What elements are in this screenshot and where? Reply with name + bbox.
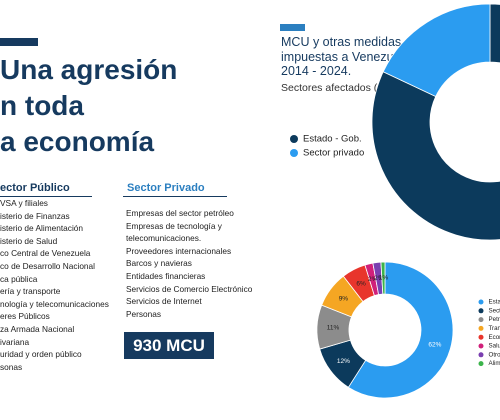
- chart-title: MCU y otras medidas impuestas a Venezuel…: [281, 35, 411, 78]
- private-title: Sector Privado: [123, 182, 227, 197]
- legend-label: Trans: [489, 325, 500, 332]
- list-item: nología y telecomunicaciones: [0, 298, 109, 309]
- list-item: Personas: [126, 308, 162, 319]
- value-label: 2%: [368, 276, 378, 283]
- legend-marker: [290, 149, 298, 157]
- legend-label: Alime: [489, 360, 500, 367]
- public-title: ector Público: [0, 182, 92, 197]
- total-badge: 930 MCU: [124, 332, 214, 359]
- accent-bar: [0, 38, 38, 46]
- chart-subtitle: Sectores afectados (%): [281, 82, 391, 94]
- headline: Una agresión n toda a economía: [0, 52, 177, 160]
- headline-line: a economía: [0, 126, 155, 157]
- headline-line: n toda: [0, 90, 84, 121]
- value-label: 62%: [428, 341, 441, 348]
- list-item: Empresas del sector petróleo: [126, 208, 234, 218]
- accent-bar: [280, 24, 305, 31]
- value-label: 6%: [356, 281, 366, 288]
- legend-marker: [478, 343, 484, 349]
- list-item: ivariana: [0, 336, 30, 347]
- list-item: VSA y filiales: [0, 198, 48, 208]
- list-item: uridad y orden público: [0, 349, 82, 360]
- legend-marker: [478, 361, 484, 367]
- list-item: Proveedores internacionales: [126, 245, 232, 256]
- donut-slice: [371, 3, 500, 241]
- public-list: VSA y filiales isterio de Finanzas isterio…: [0, 197, 109, 373]
- list-item: eres Públicos: [0, 311, 50, 322]
- legend-marker: [478, 352, 484, 358]
- legend-label: Estado - Gob.: [303, 134, 362, 145]
- list-item: Empresas de tecnología y telecomunicacio…: [126, 220, 222, 244]
- list-item: sonas: [0, 361, 23, 372]
- list-item: za Armada Nacional: [0, 323, 75, 334]
- list-item: isterio de Salud: [0, 235, 58, 246]
- list-item: ca pública: [0, 273, 38, 284]
- value-label: 12%: [337, 358, 350, 365]
- donut-slice: [347, 261, 454, 399]
- donut-slice: [380, 261, 386, 295]
- headline-line: Una agresión: [0, 54, 178, 85]
- list-item: co Central de Venezuela: [0, 248, 91, 259]
- legend-marker: [478, 334, 484, 340]
- list-item: Servicios de Internet: [126, 296, 202, 307]
- legend-marker: [290, 135, 298, 143]
- value-label: 1%: [379, 275, 389, 282]
- list-item: Servicios de Comercio Electrónico: [126, 283, 253, 294]
- legend-label: Otros: [489, 351, 500, 358]
- list-item: ería y transporte: [0, 286, 61, 297]
- list-item: isterio de Finanzas: [0, 210, 70, 221]
- value-label: 2%: [374, 275, 384, 282]
- donut-slice: [382, 3, 491, 97]
- legend-label: Econ: [489, 334, 500, 341]
- legend-label: Petro: [489, 316, 500, 323]
- private-list: Empresas del sector petróleo Empresas de …: [126, 207, 266, 320]
- legend-label: Sector privado: [303, 148, 364, 159]
- legend-marker: [478, 308, 484, 314]
- value-label: 9%: [339, 296, 349, 303]
- list-item: isterio de Alimentación: [0, 223, 84, 234]
- legend-marker: [478, 317, 484, 323]
- legend-label: Salud: [489, 343, 500, 350]
- legend-label: Estado: [489, 299, 500, 306]
- legend-label: Secto: [489, 307, 500, 314]
- legend-marker: [478, 299, 484, 305]
- list-item: Entidades financieras: [126, 270, 206, 281]
- value-label: 11%: [327, 324, 340, 331]
- list-item: Barcos y navieras: [126, 258, 192, 269]
- list-item: co de Desarrollo Nacional: [0, 260, 96, 271]
- legend-marker: [478, 325, 484, 331]
